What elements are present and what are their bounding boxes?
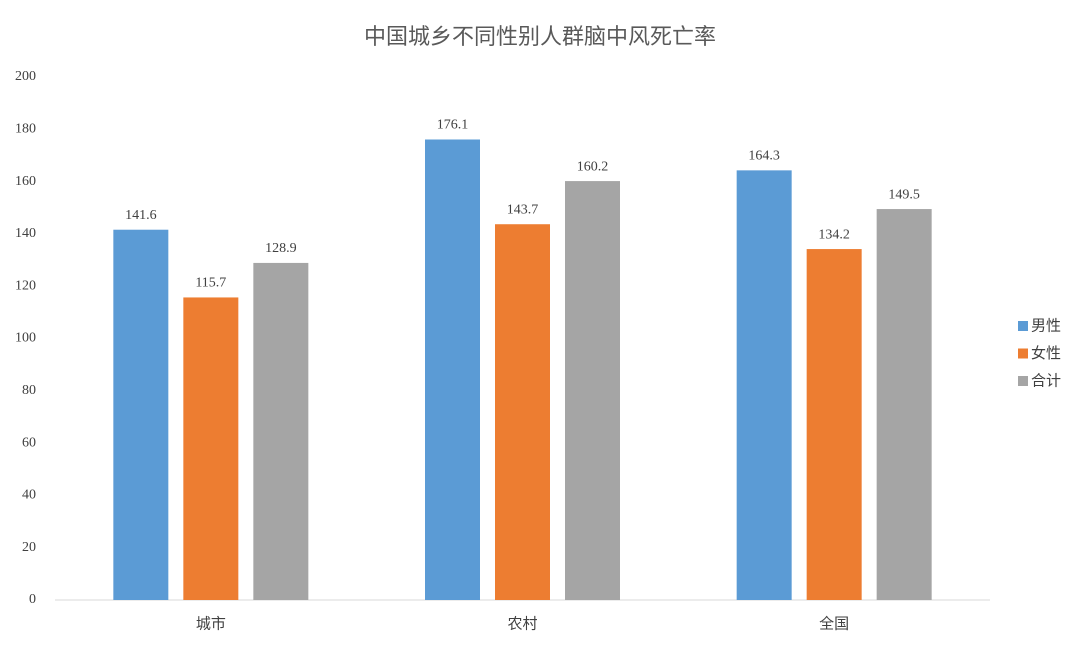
y-tick-label: 40: [22, 488, 36, 503]
legend-swatch: [1018, 348, 1028, 359]
x-tick-label: 农村: [507, 615, 537, 633]
legend-swatch: [1018, 376, 1028, 386]
data-label: 128.9: [265, 241, 297, 256]
bar: [253, 262, 309, 600]
legend-label: 男性: [1031, 317, 1061, 335]
bar: [495, 224, 550, 601]
y-tick-label: 60: [22, 435, 36, 450]
data-label: 141.6: [125, 208, 157, 223]
y-tick-label: 20: [22, 540, 36, 555]
data-label: 134.2: [818, 227, 850, 242]
bar: [183, 297, 239, 600]
y-tick-label: 140: [15, 226, 36, 241]
x-tick-label: 全国: [819, 615, 849, 633]
bar: [736, 170, 792, 600]
data-label: 164.3: [748, 149, 780, 164]
data-label: 149.5: [888, 187, 920, 202]
y-tick-label: 100: [15, 331, 36, 346]
x-tick-label: 城市: [196, 615, 226, 633]
data-label: 176.1: [437, 118, 469, 133]
bar: [425, 139, 480, 600]
y-tick-label: 180: [15, 122, 36, 137]
y-tick-label: 80: [22, 383, 36, 398]
bar: [113, 229, 169, 600]
bar: [565, 181, 620, 600]
chart-title: 中国城乡不同性别人群脑中风死亡率: [364, 25, 716, 50]
legend-label: 合计: [1031, 372, 1061, 390]
y-tick-label: 160: [15, 174, 36, 189]
bar: [806, 249, 862, 600]
data-label: 160.2: [577, 159, 609, 174]
y-tick-label: 0: [29, 592, 36, 607]
y-tick-label: 200: [15, 69, 36, 84]
y-tick-label: 120: [15, 278, 36, 293]
data-label: 115.7: [195, 276, 226, 291]
legend-label: 女性: [1031, 344, 1061, 362]
legend-swatch: [1018, 321, 1028, 331]
data-label: 143.7: [507, 202, 539, 217]
bar: [876, 209, 932, 600]
